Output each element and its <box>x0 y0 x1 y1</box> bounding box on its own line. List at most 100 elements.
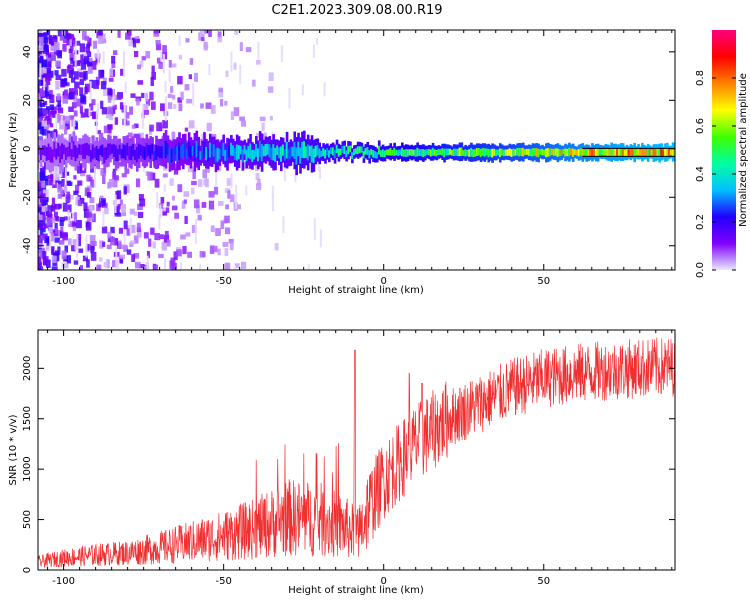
spectral-speckle <box>54 70 59 76</box>
spectral-speckle <box>167 102 173 109</box>
spectral-speckle <box>54 203 60 210</box>
spectral-speckle <box>73 71 79 80</box>
spectral-speckle <box>67 33 72 39</box>
spectral-speckle <box>215 228 221 236</box>
spectral-speckle <box>128 40 133 47</box>
spectral-speckle <box>46 68 51 74</box>
ridge-core <box>87 144 91 157</box>
ridge-core <box>639 150 642 156</box>
ridge-core <box>178 142 181 160</box>
ridge-core <box>633 148 636 157</box>
ridge-core <box>224 149 227 161</box>
spectral-speckle <box>141 92 145 99</box>
ridge-core <box>473 149 477 157</box>
spectral-speckle <box>143 110 149 115</box>
ridge-core <box>664 148 667 157</box>
spectral-speckle <box>42 109 49 115</box>
ridge-core <box>39 148 43 161</box>
ridge-core <box>673 149 675 156</box>
ridge-core <box>420 149 423 157</box>
spectral-speckle <box>91 240 97 246</box>
spectral-speckle <box>199 264 202 270</box>
spectral-speckle <box>194 218 197 244</box>
spectral-speckle <box>217 248 221 256</box>
spectral-speckle <box>252 79 256 87</box>
spectral-speckle <box>269 115 273 121</box>
ridge-core <box>212 144 216 157</box>
spectrogram-marks <box>38 30 675 270</box>
spectral-speckle <box>91 99 96 106</box>
ridge-core <box>274 147 277 162</box>
ridge-core <box>201 146 204 157</box>
ridge-core <box>491 148 494 158</box>
spectral-speckle <box>46 30 51 36</box>
ridge-core <box>564 148 567 157</box>
spectral-speckle <box>230 111 235 121</box>
spectral-speckle <box>146 255 149 270</box>
spectral-speckle <box>61 179 65 187</box>
spectral-speckle <box>168 69 171 83</box>
spectral-speckle <box>147 171 153 181</box>
ridge-core <box>443 148 446 158</box>
ridge-core <box>389 147 393 156</box>
spectral-speckle <box>177 97 183 103</box>
spectral-speckle <box>145 50 151 59</box>
spectral-speckle <box>228 238 234 244</box>
spectral-speckle <box>69 115 75 120</box>
spectral-speckle <box>177 76 183 85</box>
spectral-speckle <box>224 215 230 224</box>
spectral-speckle <box>69 53 74 61</box>
spectral-speckle <box>137 211 144 219</box>
spectral-speckle <box>59 216 65 222</box>
ridge-core <box>650 149 654 156</box>
spectral-speckle <box>185 38 190 43</box>
spectral-speckle <box>117 30 121 38</box>
spectral-speckle <box>66 65 71 74</box>
spectral-speckle <box>121 204 127 212</box>
ridge-core <box>500 148 504 156</box>
spectral-speckle <box>38 121 43 128</box>
spectral-speckle <box>138 194 144 201</box>
ridge-core <box>644 149 648 156</box>
spectral-speckle <box>158 253 164 259</box>
spectral-speckle <box>68 39 72 47</box>
spectral-speckle <box>41 59 47 68</box>
spectral-speckle <box>101 107 108 115</box>
spectral-speckle <box>63 156 67 165</box>
spectral-speckle <box>60 115 63 125</box>
snr-xtick-label: 50 <box>537 576 550 587</box>
ridge-core <box>366 146 370 155</box>
ridge-core <box>153 150 156 162</box>
ridge-core <box>93 147 97 159</box>
spectral-speckle <box>184 127 189 132</box>
ridge-core <box>66 146 70 157</box>
ridge-core <box>623 149 627 157</box>
spectral-speckle <box>137 64 141 70</box>
spectral-speckle <box>137 80 144 85</box>
spectral-speckle <box>72 119 75 142</box>
spectral-speckle <box>48 222 53 231</box>
spectral-speckle <box>163 184 166 192</box>
ridge-core <box>183 142 187 156</box>
spectral-speckle <box>87 37 92 47</box>
ridge-core <box>139 144 143 156</box>
ridge-core <box>498 148 502 158</box>
spectral-speckle <box>129 106 134 115</box>
spectral-speckle <box>38 207 42 214</box>
spectral-speckle <box>209 245 215 254</box>
spectral-speckle <box>38 222 43 228</box>
ridge-core <box>397 149 400 157</box>
spectral-speckle <box>119 258 124 264</box>
spectral-speckle <box>197 214 202 221</box>
spectral-speckle <box>222 241 229 247</box>
ridge-core <box>554 148 558 156</box>
ridge-core <box>383 150 387 158</box>
spectral-speckle <box>234 265 237 270</box>
spectral-speckle <box>162 211 168 216</box>
spectral-speckle <box>45 91 50 97</box>
colorbar-label: Normalized spectral amplitude <box>738 73 749 227</box>
spectral-speckle <box>255 132 261 138</box>
spectral-speckle <box>114 117 119 125</box>
spectral-speckle <box>63 126 68 135</box>
spectral-speckle <box>49 104 55 110</box>
